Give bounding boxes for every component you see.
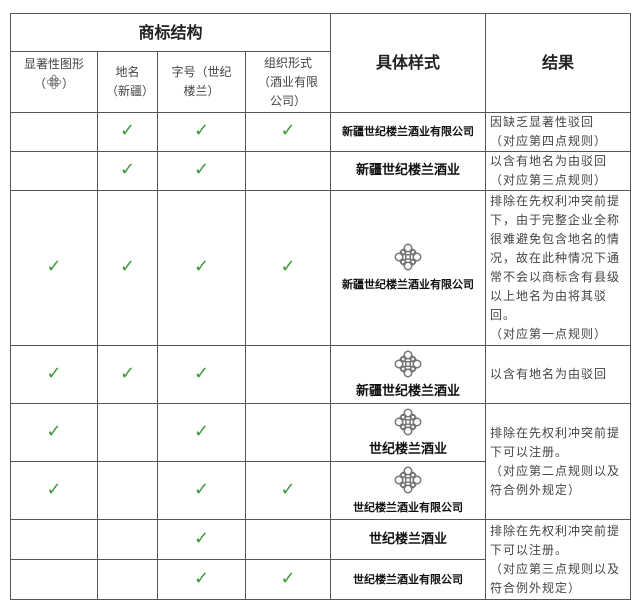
check-icon: ✓ xyxy=(280,256,296,277)
sample-cell: 新疆世纪楼兰酒业有限公司 xyxy=(330,112,486,152)
table-row: ✓ ✓ 世纪楼兰酒业 排除在先权利冲突前提下可以注册。 （对应第二点规则以及符合例外规… xyxy=(10,403,631,520)
check-cell: ✓ xyxy=(157,519,246,560)
check-cell: ✓ xyxy=(245,190,331,346)
check-icon: ✓ xyxy=(119,362,136,384)
check-cell xyxy=(245,403,331,462)
check-icon: ✓ xyxy=(46,420,62,442)
check-icon: ✓ xyxy=(193,478,210,500)
sample-text: 世纪楼兰酒业 xyxy=(368,531,447,547)
check-icon: ✓ xyxy=(119,256,136,277)
header-sample: 具体样式 xyxy=(330,13,486,113)
check-cell: ✓ xyxy=(245,461,331,520)
trademark-structure-table: 商标结构 具体样式 结果 显著性图形（）地名（新疆） 字号（世纪楼兰） 组织形式（酒… xyxy=(10,13,631,600)
sample-text: 新疆世纪楼兰酒业有限公司 xyxy=(342,125,474,138)
check-cell: ✓ xyxy=(10,190,98,346)
check-cell: ✓ xyxy=(97,151,158,191)
check-icon: ✓ xyxy=(280,478,296,500)
sample-cell: 世纪楼兰酒业有限公司 xyxy=(330,559,486,600)
sample-cell: 世纪楼兰酒业有限公司 xyxy=(330,461,486,520)
snowflake-logo-icon xyxy=(46,74,62,90)
result-cell: 排除在先权利冲突前提下可以注册。 （对应第三点规则以及符合例外规定） xyxy=(485,519,631,600)
sample-cell: 世纪楼兰酒业 xyxy=(330,519,486,560)
check-cell: ✓ xyxy=(157,559,246,600)
table-row: ✓ ✓ ✓ 新疆世纪楼兰酒业 以含有地名为由驳回 xyxy=(10,345,631,404)
table-row: ✓ ✓ 新疆世纪楼兰酒业 以含有地名为由驳回 （对应第三点规则） xyxy=(10,151,631,191)
table-row: ✓ ✓ 世纪楼兰酒业有限公司 xyxy=(10,559,631,600)
check-icon: ✓ xyxy=(193,159,210,180)
check-icon: ✓ xyxy=(193,420,210,442)
check-icon: ✓ xyxy=(280,120,296,141)
check-icon: ✓ xyxy=(193,256,210,277)
col-header-1: 地名（新疆） xyxy=(97,51,158,113)
result-cell: 以含有地名为由驳回 （对应第三点规则） xyxy=(485,151,631,191)
check-icon: ✓ xyxy=(193,567,210,589)
check-cell: ✓ xyxy=(157,403,246,462)
check-icon: ✓ xyxy=(119,159,136,180)
check-cell xyxy=(245,151,331,191)
check-cell xyxy=(10,559,98,600)
sample-text: 世纪楼兰酒业有限公司 xyxy=(353,572,463,586)
sample-text: 新疆世纪楼兰酒业有限公司 xyxy=(342,278,474,291)
check-cell: ✓ xyxy=(10,461,98,520)
check-cell xyxy=(97,559,158,600)
result-cell: 因缺乏显著性驳回 （对应第四点规则） xyxy=(485,112,631,152)
check-cell xyxy=(10,519,98,560)
sample-text: 新疆世纪楼兰酒业 xyxy=(355,163,460,178)
table-row: ✓ ✓ ✓ 新疆世纪楼兰酒业有限公司 因缺乏显著性驳回 （对应第四点规则） xyxy=(10,112,631,152)
snowflake-logo-icon xyxy=(394,243,422,271)
check-cell: ✓ xyxy=(245,559,331,600)
check-cell: ✓ xyxy=(10,403,98,462)
check-cell xyxy=(245,345,331,404)
check-cell: ✓ xyxy=(97,345,158,404)
check-cell xyxy=(97,461,158,520)
sample-text: 新疆世纪楼兰酒业 xyxy=(355,383,460,399)
col-header-2: 字号（世纪楼兰） xyxy=(157,51,246,113)
header-result: 结果 xyxy=(485,13,631,113)
check-cell: ✓ xyxy=(157,151,246,191)
check-cell: ✓ xyxy=(157,190,246,346)
table-row: ✓ 世纪楼兰酒业 排除在先权利冲突前提下可以注册。 （对应第三点规则以及符合例外规定… xyxy=(10,519,631,600)
check-cell xyxy=(245,519,331,560)
check-cell xyxy=(97,519,158,560)
check-cell: ✓ xyxy=(157,112,246,152)
check-icon: ✓ xyxy=(46,256,62,277)
table-row: ✓ ✓ ✓ ✓ 新疆世纪楼兰酒业有限公司 排除在先权利冲突前提下，由于完整企业全称很难避免… xyxy=(10,190,631,346)
snowflake-logo-icon xyxy=(394,466,422,493)
check-icon: ✓ xyxy=(280,567,296,589)
snowflake-logo-icon xyxy=(394,408,422,435)
check-cell: ✓ xyxy=(245,112,331,152)
check-icon: ✓ xyxy=(193,362,210,384)
table-row: ✓ ✓ ✓ 世纪楼兰酒业有限公司 xyxy=(10,461,631,520)
sample-cell: 世纪楼兰酒业 xyxy=(330,403,486,462)
sample-cell: 新疆世纪楼兰酒业有限公司 xyxy=(330,190,486,346)
check-cell: ✓ xyxy=(157,461,246,520)
check-cell: ✓ xyxy=(10,345,98,404)
check-icon: ✓ xyxy=(46,362,62,384)
sample-text: 世纪楼兰酒业有限公司 xyxy=(353,500,463,514)
check-cell: ✓ xyxy=(97,112,158,152)
check-icon: ✓ xyxy=(119,120,136,141)
col-graphic: 显著性图形（） xyxy=(10,51,98,113)
col-header-3: 组织形式（酒业有限公司） xyxy=(245,51,331,113)
check-cell: ✓ xyxy=(157,345,246,404)
result-cell: 排除在先权利冲突前提下，由于完整企业全称很难避免包含地名的情况，故在此种情况下通… xyxy=(485,190,631,346)
result-cell: 排除在先权利冲突前提下可以注册。 （对应第二点规则以及符合例外规定） xyxy=(485,403,631,520)
check-cell xyxy=(10,151,98,191)
check-icon: ✓ xyxy=(193,527,210,549)
header-structure: 商标结构 xyxy=(10,13,331,52)
check-icon: ✓ xyxy=(46,478,62,500)
check-icon: ✓ xyxy=(193,120,210,141)
result-cell: 以含有地名为由驳回 xyxy=(485,345,631,404)
snowflake-logo-icon xyxy=(394,350,422,377)
sample-cell: 新疆世纪楼兰酒业 xyxy=(330,151,486,191)
check-cell xyxy=(10,112,98,152)
sample-cell: 新疆世纪楼兰酒业 xyxy=(330,345,486,404)
check-cell: ✓ xyxy=(97,190,158,346)
sample-text: 世纪楼兰酒业 xyxy=(368,441,447,457)
check-cell xyxy=(97,403,158,462)
